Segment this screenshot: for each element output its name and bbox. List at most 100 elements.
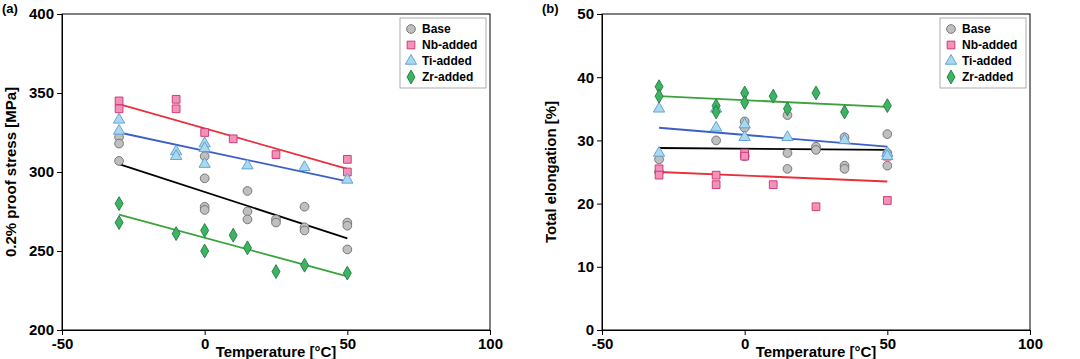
point — [300, 202, 309, 211]
point — [172, 227, 180, 241]
point — [199, 142, 210, 152]
tick: -50 — [592, 330, 614, 352]
tick-label: 10 — [577, 258, 594, 275]
x-axis-title: Temperature [°C] — [756, 343, 877, 359]
point — [840, 164, 849, 173]
axis-line — [63, 331, 491, 336]
point — [243, 215, 252, 224]
point — [739, 131, 750, 141]
tick-label: 100 — [478, 335, 503, 352]
legend: Base Nb-added Ti-added Zr-added — [940, 18, 1026, 88]
tick: 0 — [201, 330, 209, 352]
tick-mark — [597, 14, 602, 15]
point — [839, 134, 850, 144]
point — [229, 135, 237, 143]
point — [769, 181, 777, 189]
tick-label: 0 — [586, 321, 594, 338]
legend-marker — [407, 70, 415, 84]
point — [712, 136, 721, 145]
point — [113, 124, 124, 134]
figure: -50050100200250300350400BaseNb-addedTi-a… — [0, 0, 1080, 359]
axis-line — [603, 331, 1031, 336]
point — [741, 96, 749, 110]
tick-label: 50 — [339, 335, 356, 352]
point — [115, 97, 123, 105]
tick-label: 350 — [29, 84, 54, 101]
point — [272, 218, 281, 227]
plot-frame — [62, 14, 490, 330]
legend-label: Base — [962, 22, 991, 36]
plot-area — [653, 80, 893, 211]
trend-line — [119, 215, 347, 277]
point — [882, 150, 893, 160]
tick-mark — [57, 251, 62, 252]
legend-marker — [407, 41, 415, 49]
point — [343, 155, 351, 163]
point — [712, 171, 720, 179]
point — [299, 161, 310, 171]
trend-line — [119, 164, 347, 238]
legend-marker — [947, 41, 955, 49]
tick-label: 30 — [577, 132, 594, 149]
tick-mark — [597, 267, 602, 268]
point — [783, 149, 792, 158]
point — [710, 121, 721, 131]
legend: BaseNb-addedTi-addedZr-added — [400, 18, 486, 88]
point — [229, 228, 237, 242]
point — [769, 89, 777, 103]
tick-label: 50 — [577, 5, 594, 22]
point — [115, 105, 123, 113]
legend-label: Ti-added — [962, 54, 1012, 68]
tick: 50 — [339, 330, 356, 352]
tick: 40 — [577, 69, 602, 86]
tick: 100 — [1018, 330, 1043, 352]
legend-label: Nb-added — [962, 38, 1017, 52]
tick-mark — [57, 14, 62, 15]
legend-marker — [947, 70, 955, 84]
panel: -5005010001020304050BaseNb-addedTi-added… — [577, 5, 1043, 351]
point — [712, 181, 720, 189]
point — [883, 99, 891, 113]
y-axis-title: Total elongation [%] — [542, 101, 559, 243]
point — [812, 146, 821, 155]
tick-label: 0 — [201, 335, 209, 352]
tick-label: 40 — [577, 69, 594, 86]
panel-label: (a) — [2, 1, 18, 16]
tick-mark — [57, 330, 62, 331]
point — [883, 197, 891, 205]
tick: 0 — [586, 321, 602, 338]
legend-label: Zr-added — [422, 70, 473, 84]
point — [343, 245, 352, 254]
point — [812, 86, 820, 100]
point — [201, 244, 209, 258]
trend-line — [119, 104, 347, 169]
point — [272, 265, 280, 279]
point — [739, 118, 750, 128]
tick-label: -50 — [592, 335, 614, 352]
point — [243, 187, 252, 196]
tick-label: 200 — [29, 321, 54, 338]
point — [199, 158, 210, 168]
tick-label: 100 — [1018, 335, 1043, 352]
point — [783, 164, 792, 173]
point — [115, 197, 123, 211]
point — [741, 152, 749, 160]
point — [115, 139, 124, 148]
trend-line — [659, 148, 887, 150]
point — [242, 159, 253, 169]
point — [172, 105, 180, 113]
legend-label: Nb-added — [422, 38, 477, 52]
plot-frame — [602, 14, 1030, 330]
point — [201, 129, 209, 137]
tick: 20 — [577, 195, 602, 212]
plot-area — [113, 95, 353, 280]
point — [841, 105, 849, 119]
tick: 400 — [29, 5, 62, 22]
panel-label: (b) — [542, 1, 559, 16]
point — [883, 161, 892, 170]
legend-frame — [400, 18, 486, 88]
y-axis: 200250300350400 — [29, 5, 63, 338]
tick-label: 50 — [879, 335, 896, 352]
legend-label: Zr-added — [962, 70, 1013, 84]
point — [712, 105, 720, 119]
